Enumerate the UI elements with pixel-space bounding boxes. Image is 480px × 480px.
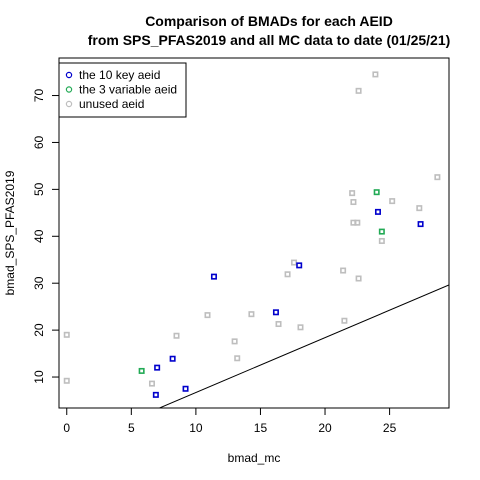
data-point: [210, 273, 217, 280]
data-point: [434, 174, 441, 181]
data-point: [297, 324, 304, 331]
x-tick-label: 0: [63, 421, 70, 435]
data-point: [355, 275, 362, 282]
legend-label: unused aeid: [79, 97, 144, 111]
data-point: [182, 385, 189, 392]
data-point: [138, 367, 145, 374]
points-layer: [63, 71, 441, 398]
data-point: [378, 228, 385, 235]
data-point: [63, 331, 70, 338]
data-point: [372, 71, 379, 78]
data-point: [291, 259, 298, 266]
data-point: [275, 321, 282, 328]
data-point: [374, 208, 381, 215]
y-tick-label: 40: [32, 229, 46, 243]
legend-marker: [65, 86, 73, 93]
x-tick-label: 15: [254, 421, 268, 435]
data-point: [378, 237, 385, 244]
x-tick-label: 20: [318, 421, 332, 435]
y-tick-label: 20: [32, 323, 46, 337]
data-point: [169, 355, 176, 362]
data-point: [416, 205, 423, 212]
data-point: [272, 309, 279, 316]
data-point: [341, 317, 348, 324]
y-tick-label: 50: [32, 182, 46, 196]
data-point: [417, 221, 424, 228]
data-point: [173, 332, 180, 339]
legend-label: the 3 variable aeid: [79, 83, 177, 97]
data-point: [154, 364, 161, 371]
legend-label: the 10 key aeid: [79, 68, 160, 82]
y-tick-label: 30: [32, 276, 46, 290]
data-point: [234, 355, 241, 362]
data-point: [204, 312, 211, 319]
x-tick-label: 25: [383, 421, 397, 435]
legend-marker: [65, 71, 73, 79]
data-point: [231, 338, 238, 345]
x-axis: 0 5 10 15 20 25: [63, 407, 397, 435]
x-tick-label: 10: [189, 421, 203, 435]
legend-box: [58, 62, 187, 118]
data-point: [63, 377, 70, 384]
data-point: [373, 189, 380, 196]
x-axis-label: bmad_mc: [228, 451, 281, 465]
reference-line: [158, 284, 449, 408]
data-point: [355, 87, 362, 94]
data-point: [354, 219, 361, 226]
y-tick-label: 10: [32, 370, 46, 384]
data-point: [296, 262, 303, 269]
y-tick-label: 70: [32, 89, 46, 103]
chart-title-line-1: Comparison of BMADs for each AEID: [145, 13, 393, 29]
data-point: [152, 391, 159, 398]
data-point: [389, 198, 396, 205]
data-point: [148, 380, 155, 387]
data-point: [248, 311, 255, 318]
data-point: [349, 190, 356, 197]
chart-title-line-2: from SPS_PFAS2019 and all MC data to dat…: [88, 32, 451, 48]
data-point: [284, 271, 291, 278]
y-axis-label: bmad_SPS_PFAS2019: [3, 170, 17, 295]
x-tick-label: 5: [128, 421, 135, 435]
legend-marker: [65, 100, 73, 108]
data-point: [350, 199, 357, 206]
y-axis: 10 20 30 40 50 60 70: [32, 89, 60, 384]
data-point: [340, 267, 347, 274]
y-tick-label: 60: [32, 135, 46, 149]
